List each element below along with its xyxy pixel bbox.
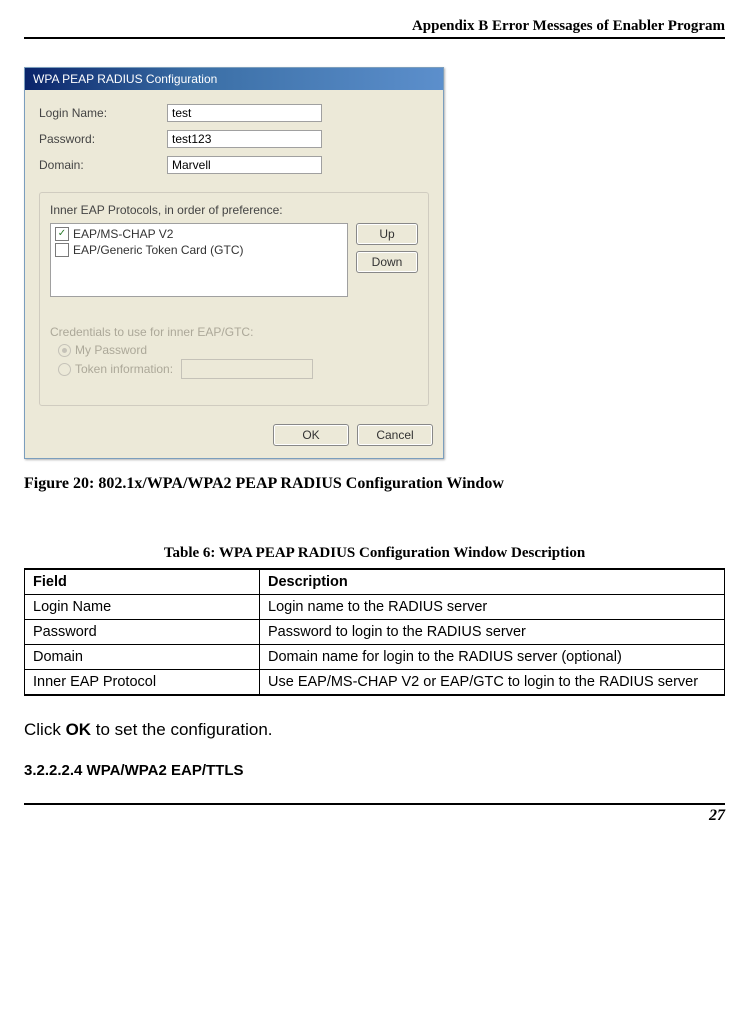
password-label: Password: bbox=[39, 132, 167, 146]
instruction-post: to set the configuration. bbox=[91, 720, 272, 739]
list-item[interactable]: EAP/Generic Token Card (GTC) bbox=[53, 242, 345, 258]
domain-input[interactable] bbox=[167, 156, 322, 174]
table-cell: Use EAP/MS-CHAP V2 or EAP/GTC to login t… bbox=[260, 670, 725, 696]
instruction-pre: Click bbox=[24, 720, 66, 739]
checkbox-icon[interactable] bbox=[55, 243, 69, 257]
page-header: Appendix B Error Messages of Enabler Pro… bbox=[24, 18, 725, 39]
table-cell: Domain bbox=[25, 645, 260, 670]
down-button[interactable]: Down bbox=[356, 251, 418, 273]
credentials-label: Credentials to use for inner EAP/GTC: bbox=[50, 325, 418, 339]
table-cell: Inner EAP Protocol bbox=[25, 670, 260, 696]
radio-icon bbox=[58, 344, 71, 357]
table-row: Inner EAP Protocol Use EAP/MS-CHAP V2 or… bbox=[25, 670, 725, 696]
protocols-group: Inner EAP Protocols, in order of prefere… bbox=[39, 192, 429, 406]
page-footer: 27 bbox=[24, 803, 725, 825]
page-number: 27 bbox=[709, 807, 725, 824]
ok-button[interactable]: OK bbox=[273, 424, 349, 446]
dialog-footer: OK Cancel bbox=[25, 416, 443, 458]
table-header: Field bbox=[25, 569, 260, 595]
table-cell: Login name to the RADIUS server bbox=[260, 595, 725, 620]
description-table: Field Description Login Name Login name … bbox=[24, 568, 725, 696]
protocols-list[interactable]: ✓ EAP/MS-CHAP V2 EAP/Generic Token Card … bbox=[50, 223, 348, 297]
cancel-button[interactable]: Cancel bbox=[357, 424, 433, 446]
reorder-buttons: Up Down bbox=[356, 223, 418, 297]
token-input bbox=[181, 359, 313, 379]
table-caption: Table 6: WPA PEAP RADIUS Configuration W… bbox=[24, 545, 725, 562]
login-row: Login Name: bbox=[39, 104, 429, 122]
instruction: Click OK to set the configuration. bbox=[24, 720, 725, 740]
table-row: Login Name Login name to the RADIUS serv… bbox=[25, 595, 725, 620]
radio-label: Token information: bbox=[75, 362, 173, 376]
radio-icon bbox=[58, 363, 71, 376]
dialog-titlebar: WPA PEAP RADIUS Configuration bbox=[25, 68, 443, 90]
up-button[interactable]: Up bbox=[356, 223, 418, 245]
domain-row: Domain: bbox=[39, 156, 429, 174]
figure-caption: Figure 20: 802.1x/WPA/WPA2 PEAP RADIUS C… bbox=[24, 475, 725, 493]
table-row: Password Password to login to the RADIUS… bbox=[25, 620, 725, 645]
table-row: Domain Domain name for login to the RADI… bbox=[25, 645, 725, 670]
domain-label: Domain: bbox=[39, 158, 167, 172]
table-cell: Login Name bbox=[25, 595, 260, 620]
radio-label: My Password bbox=[75, 343, 147, 357]
subsection-heading: 3.2.2.2.4 WPA/WPA2 EAP/TTLS bbox=[24, 762, 725, 779]
protocols-label: Inner EAP Protocols, in order of prefere… bbox=[50, 203, 418, 217]
config-dialog: WPA PEAP RADIUS Configuration Login Name… bbox=[24, 67, 444, 459]
login-label: Login Name: bbox=[39, 106, 167, 120]
table-header-row: Field Description bbox=[25, 569, 725, 595]
login-input[interactable] bbox=[167, 104, 322, 122]
table-cell: Password bbox=[25, 620, 260, 645]
list-item[interactable]: ✓ EAP/MS-CHAP V2 bbox=[53, 226, 345, 242]
table-cell: Password to login to the RADIUS server bbox=[260, 620, 725, 645]
checkbox-icon[interactable]: ✓ bbox=[55, 227, 69, 241]
protocols-listbox: ✓ EAP/MS-CHAP V2 EAP/Generic Token Card … bbox=[50, 223, 418, 297]
figure-title: 802.1x/WPA/WPA2 PEAP RADIUS Configuratio… bbox=[98, 475, 504, 492]
figure-prefix: Figure 20: bbox=[24, 475, 98, 492]
radio-mypassword: My Password bbox=[58, 343, 418, 357]
instruction-bold: OK bbox=[66, 720, 92, 739]
dialog-body: Login Name: Password: Domain: Inner EAP … bbox=[25, 90, 443, 416]
radio-token: Token information: bbox=[58, 359, 418, 379]
password-input[interactable] bbox=[167, 130, 322, 148]
credentials-block: Credentials to use for inner EAP/GTC: My… bbox=[50, 325, 418, 379]
password-row: Password: bbox=[39, 130, 429, 148]
table-cell: Domain name for login to the RADIUS serv… bbox=[260, 645, 725, 670]
table-header: Description bbox=[260, 569, 725, 595]
list-item-label: EAP/MS-CHAP V2 bbox=[73, 227, 173, 241]
list-item-label: EAP/Generic Token Card (GTC) bbox=[73, 243, 244, 257]
